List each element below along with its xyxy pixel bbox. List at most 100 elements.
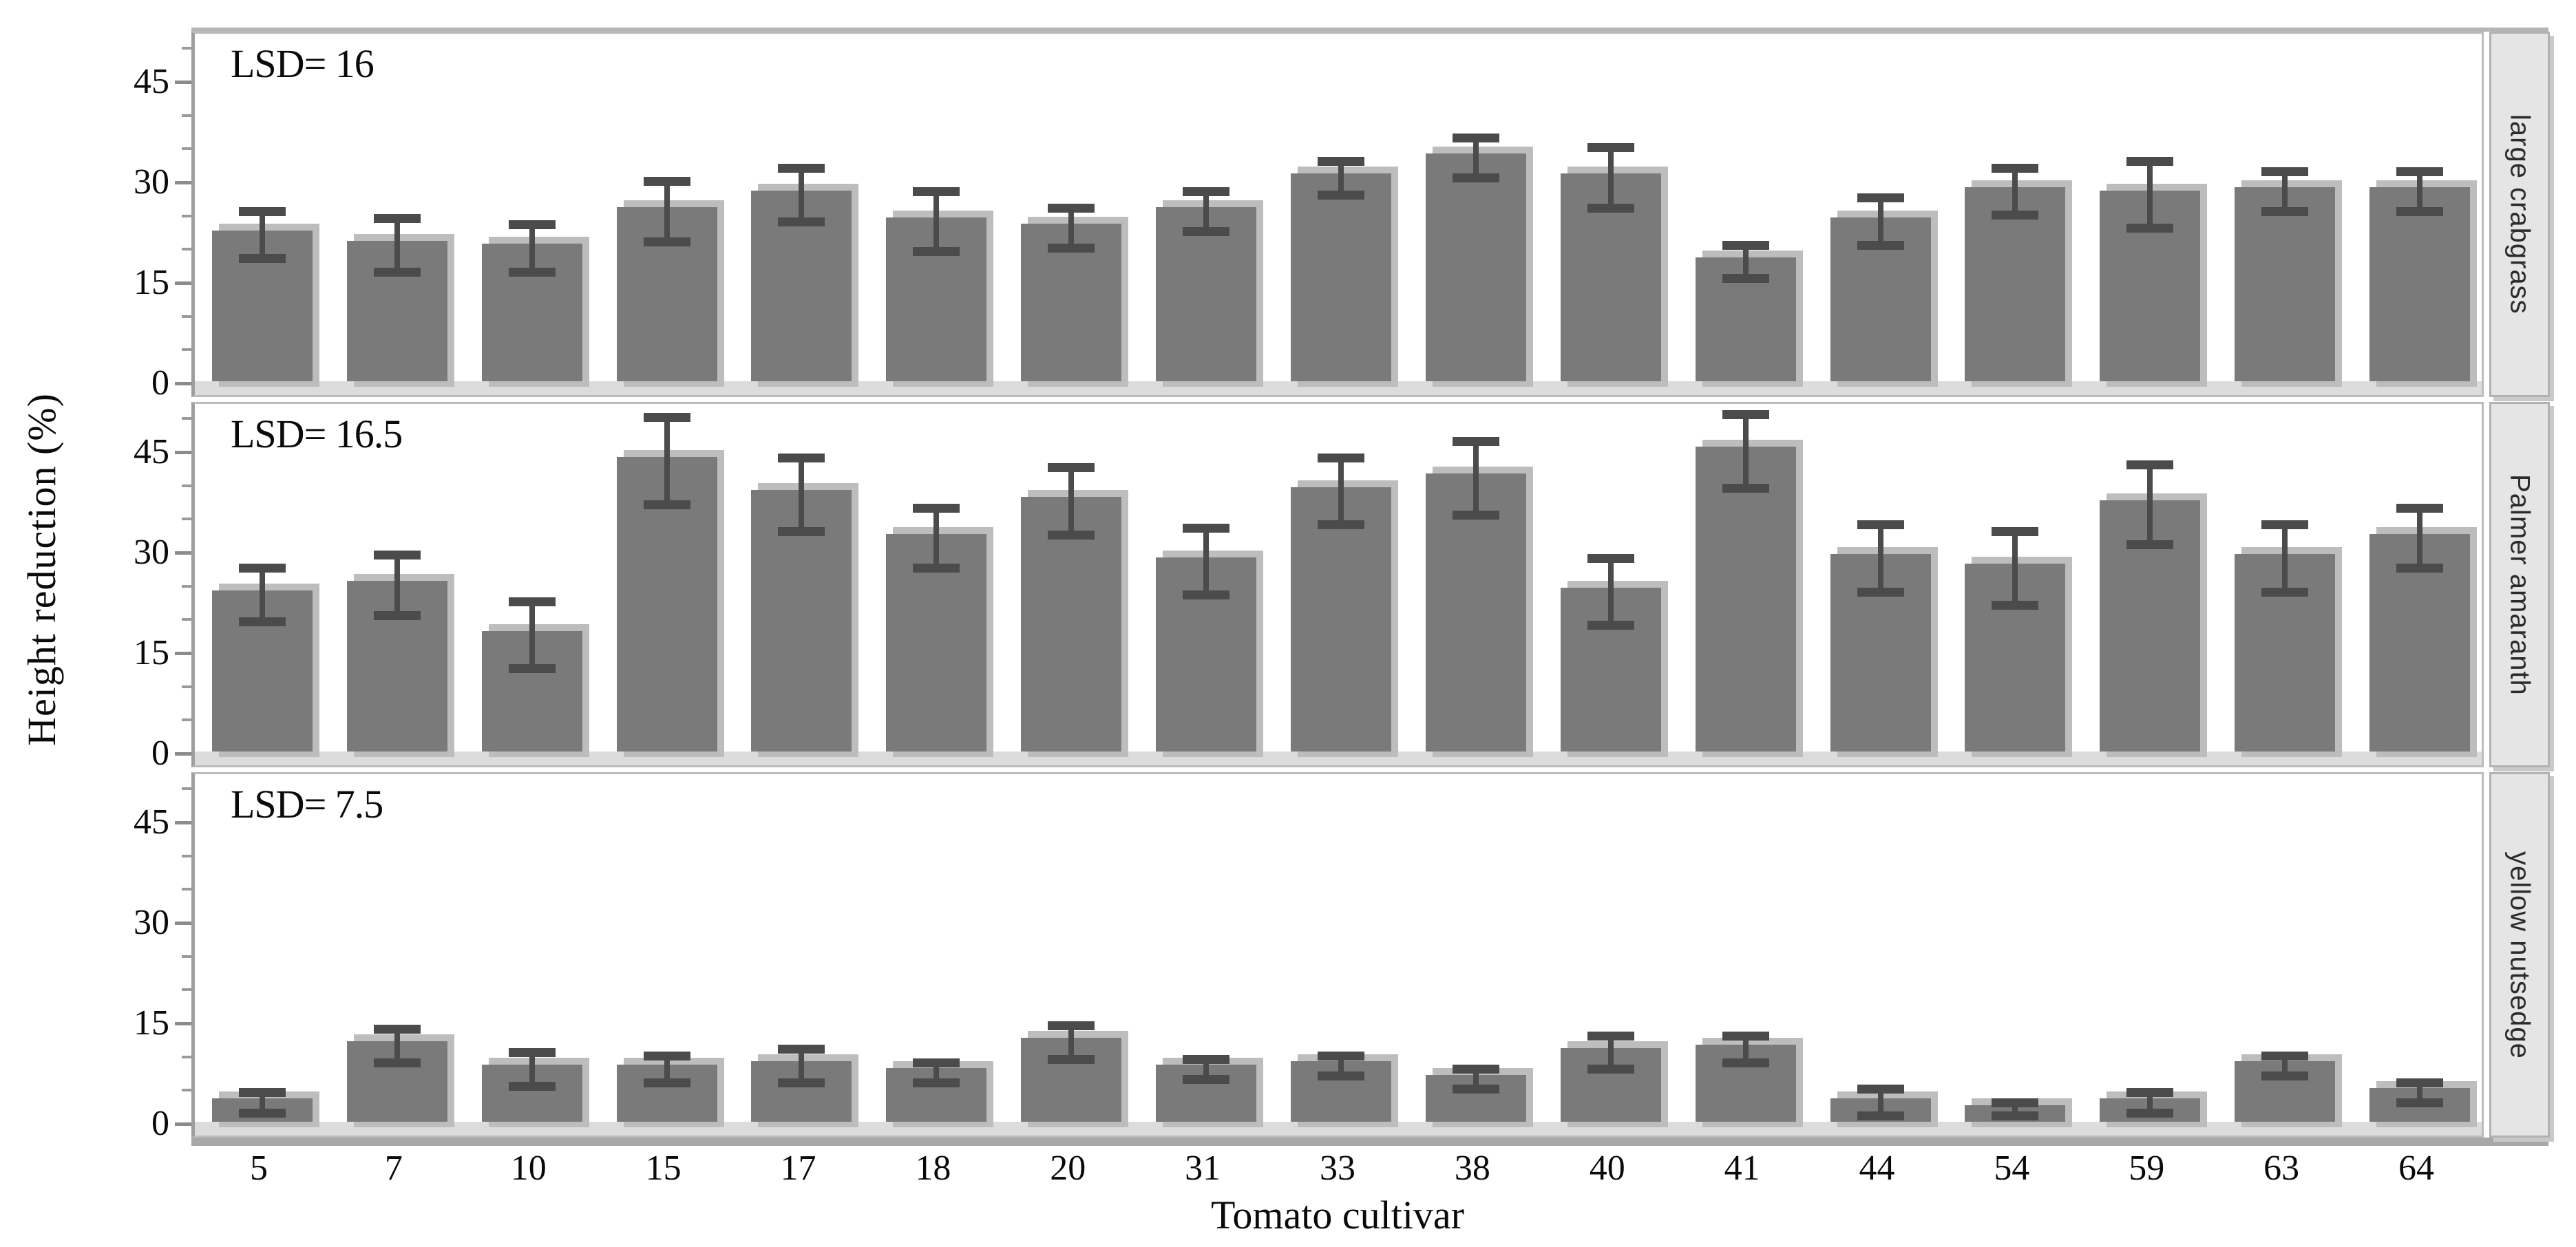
error-bar-cap-top — [1183, 186, 1229, 196]
y-axis-minor-tick — [182, 1055, 191, 1058]
error-bar-cap-top — [1048, 1021, 1095, 1030]
error-bar-cap-top — [644, 1051, 690, 1061]
error-bar-stem — [529, 1052, 535, 1086]
error-bar-cap-bottom — [1992, 210, 2038, 220]
x-tick-label: 17 — [780, 1149, 816, 1188]
error-bar-cap-top — [1453, 1065, 1499, 1074]
error-bar-cap-bottom — [1318, 190, 1364, 200]
error-bar-cap-bottom — [1857, 1111, 1904, 1121]
error-bar-cap-bottom — [644, 500, 690, 509]
y-tick-label: 30 — [134, 162, 169, 202]
error-bar-cap-top — [2126, 460, 2173, 469]
error-bar-stem — [1203, 528, 1209, 595]
x-tick-label: 20 — [1050, 1149, 1086, 1188]
x-tick-label: 18 — [915, 1149, 951, 1188]
y-axis-minor-tick — [182, 618, 191, 621]
error-bar-cap-top — [2261, 167, 2308, 176]
panel-yellow-nutsedge: LSD= 7.5 — [191, 772, 2484, 1138]
plot-area: LSD= 16 LSD= 16.5 LSD= 7.5 — [191, 32, 2484, 1138]
y-tick-label: 0 — [151, 1104, 169, 1143]
error-bar-cap-top — [374, 213, 421, 223]
error-bar-cap-top — [1992, 163, 2038, 173]
y-axis-title-text: Height reduction (%) — [19, 393, 64, 746]
error-bar-cap-bottom — [1722, 483, 1769, 493]
error-bar-stem — [2282, 1055, 2288, 1076]
facet-strip-label: Palmer amaranth — [2504, 473, 2535, 696]
y-axis-minor-tick — [182, 114, 191, 117]
y-axis-minor-tick — [182, 955, 191, 958]
error-bar-cap-bottom — [1318, 520, 1364, 530]
y-axis-major-tick — [175, 551, 191, 555]
error-bar-cap-bottom — [1048, 1054, 1095, 1064]
error-bar-cap-top — [1722, 240, 1769, 250]
error-bar-stem — [1473, 137, 1479, 178]
error-bar-stem — [529, 601, 535, 669]
y-axis-major-tick — [175, 281, 191, 285]
error-bar-cap-top — [2126, 156, 2173, 166]
error-bar-cap-top — [2396, 503, 2443, 513]
x-tick-label: 5 — [249, 1149, 268, 1188]
error-bar-cap-top — [2261, 520, 2308, 530]
bar — [1426, 473, 1526, 752]
x-tick-label: 41 — [1724, 1149, 1760, 1188]
error-bar-cap-bottom — [913, 564, 960, 573]
error-bar-cap-bottom — [2396, 564, 2443, 573]
error-bar-cap-top — [509, 220, 556, 230]
y-axis-minor-tick — [182, 47, 191, 50]
error-bar-cap-bottom — [1048, 530, 1095, 540]
error-bar-cap-bottom — [239, 1108, 286, 1118]
facet-strip-yellow-nutsedge: yellow nutsedge — [2489, 772, 2550, 1138]
error-bar-cap-bottom — [2126, 540, 2173, 550]
error-bar-cap-top — [1453, 436, 1499, 446]
error-bar-stem — [933, 191, 939, 252]
error-bar-stem — [2417, 171, 2422, 211]
error-bar-stem — [2417, 507, 2422, 568]
error-bar-cap-bottom — [509, 267, 556, 277]
y-axis-minor-tick — [182, 315, 191, 318]
error-bar-cap-bottom — [1722, 1058, 1769, 1067]
error-bar-cap-top — [1453, 133, 1499, 142]
error-bar-stem — [2012, 167, 2018, 215]
error-bar-cap-top — [913, 186, 960, 196]
error-bar-stem — [2282, 524, 2288, 592]
x-tick-label: 10 — [510, 1149, 547, 1188]
error-bar-cap-top — [509, 597, 556, 607]
error-bar-stem — [1878, 198, 1883, 245]
error-bar-stem — [1878, 524, 1883, 592]
y-axis-major-tick — [175, 81, 191, 84]
error-bar-cap-bottom — [1587, 621, 1634, 630]
y-tick-label: 45 — [134, 432, 169, 471]
error-bar-cap-top — [1722, 1031, 1769, 1041]
error-bar-cap-bottom — [239, 254, 286, 264]
error-bar-stem — [1743, 414, 1749, 488]
facet-strip-palmer-amaranth: Palmer amaranth — [2489, 402, 2550, 767]
error-bar-stem — [664, 1055, 670, 1083]
x-tick-label: 33 — [1320, 1149, 1355, 1188]
error-bar-cap-bottom — [239, 617, 286, 627]
error-bar-stem — [1743, 244, 1749, 279]
error-bar-cap-top — [239, 1088, 286, 1098]
y-tick-label: 45 — [134, 62, 169, 101]
error-bar-cap-top — [509, 1047, 556, 1057]
error-bar-stem — [799, 167, 804, 222]
y-axis-major-tick — [175, 1122, 191, 1126]
y-tick-label: 0 — [151, 734, 169, 773]
error-bar-cap-top — [1857, 520, 1904, 530]
error-bar-cap-bottom — [778, 526, 825, 536]
y-axis-major-tick — [175, 921, 191, 925]
bar — [2235, 186, 2335, 381]
error-bar-cap-bottom — [1722, 274, 1769, 284]
error-bar-cap-bottom — [1183, 227, 1229, 237]
plot-top-border — [191, 28, 2548, 32]
y-tick-label: 15 — [134, 263, 169, 302]
y-axis-major-tick — [175, 821, 191, 824]
error-bar-stem — [2012, 1102, 2018, 1116]
error-bar-cap-top — [239, 564, 286, 573]
error-bar-cap-bottom — [2126, 1108, 2173, 1118]
error-bar-stem — [1473, 1069, 1479, 1089]
error-bar-cap-bottom — [509, 664, 556, 674]
error-bar-cap-top — [1722, 409, 1769, 419]
y-axis-minor-tick — [182, 854, 191, 857]
error-bar-cap-bottom — [2396, 1098, 2443, 1107]
error-bar-cap-top — [913, 503, 960, 513]
